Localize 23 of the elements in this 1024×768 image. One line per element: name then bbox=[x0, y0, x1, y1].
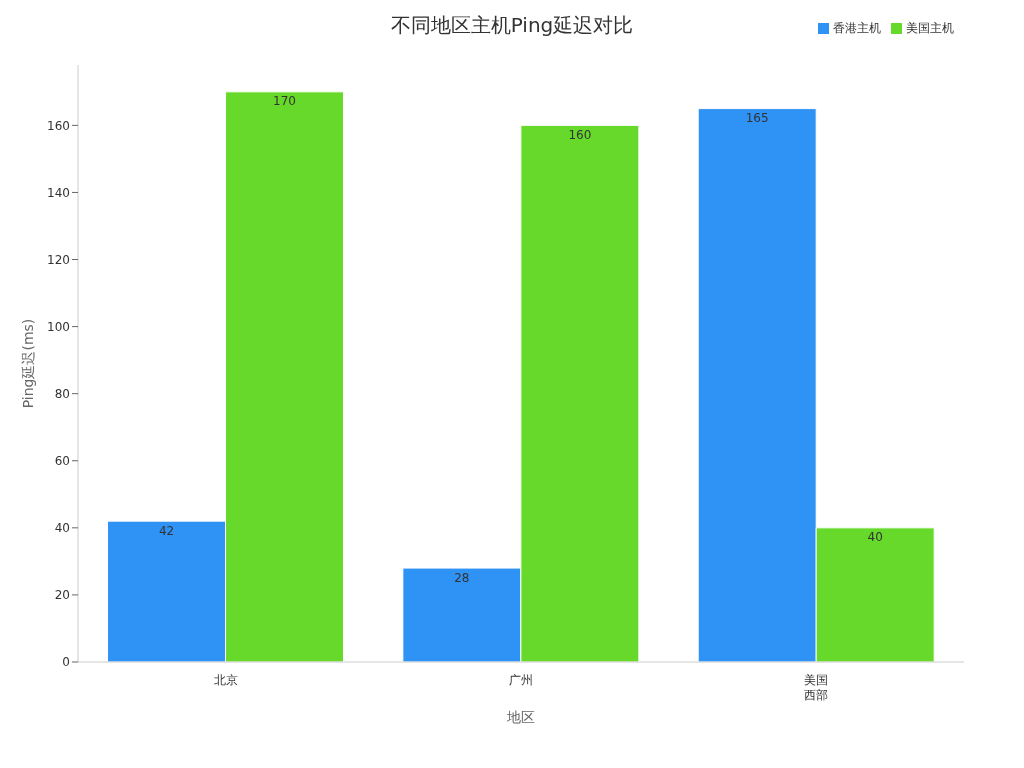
y-axis-title: Ping延迟(ms) bbox=[19, 318, 36, 409]
y-tick-label: 40 bbox=[54, 521, 70, 536]
y-tick-label: 0 bbox=[62, 655, 70, 670]
y-tick-label: 20 bbox=[54, 588, 70, 603]
x-tick-label: 北京 bbox=[213, 673, 238, 687]
data-label: 40 bbox=[867, 530, 883, 545]
legend-label: 香港主机 bbox=[833, 21, 881, 35]
chart-title: 不同地区主机Ping延迟对比 bbox=[390, 13, 634, 37]
data-label: 28 bbox=[454, 570, 470, 585]
data-label: 160 bbox=[568, 127, 592, 142]
data-label: 42 bbox=[158, 523, 175, 538]
y-tick-label: 60 bbox=[54, 454, 70, 469]
y-tick-label: 120 bbox=[47, 252, 70, 267]
x-tick-label: 广州 bbox=[509, 673, 533, 687]
y-tick-label: 160 bbox=[47, 118, 70, 133]
legend-label: 美国主机 bbox=[906, 21, 954, 35]
data-label: 170 bbox=[273, 94, 296, 109]
data-label: 165 bbox=[745, 111, 769, 126]
y-tick-label: 140 bbox=[47, 185, 70, 200]
y-tick-label: 80 bbox=[54, 386, 70, 401]
x-tick-label: 美国西部 bbox=[804, 673, 829, 702]
x-axis-title: 地区 bbox=[506, 709, 535, 725]
y-tick-label: 100 bbox=[47, 319, 70, 334]
